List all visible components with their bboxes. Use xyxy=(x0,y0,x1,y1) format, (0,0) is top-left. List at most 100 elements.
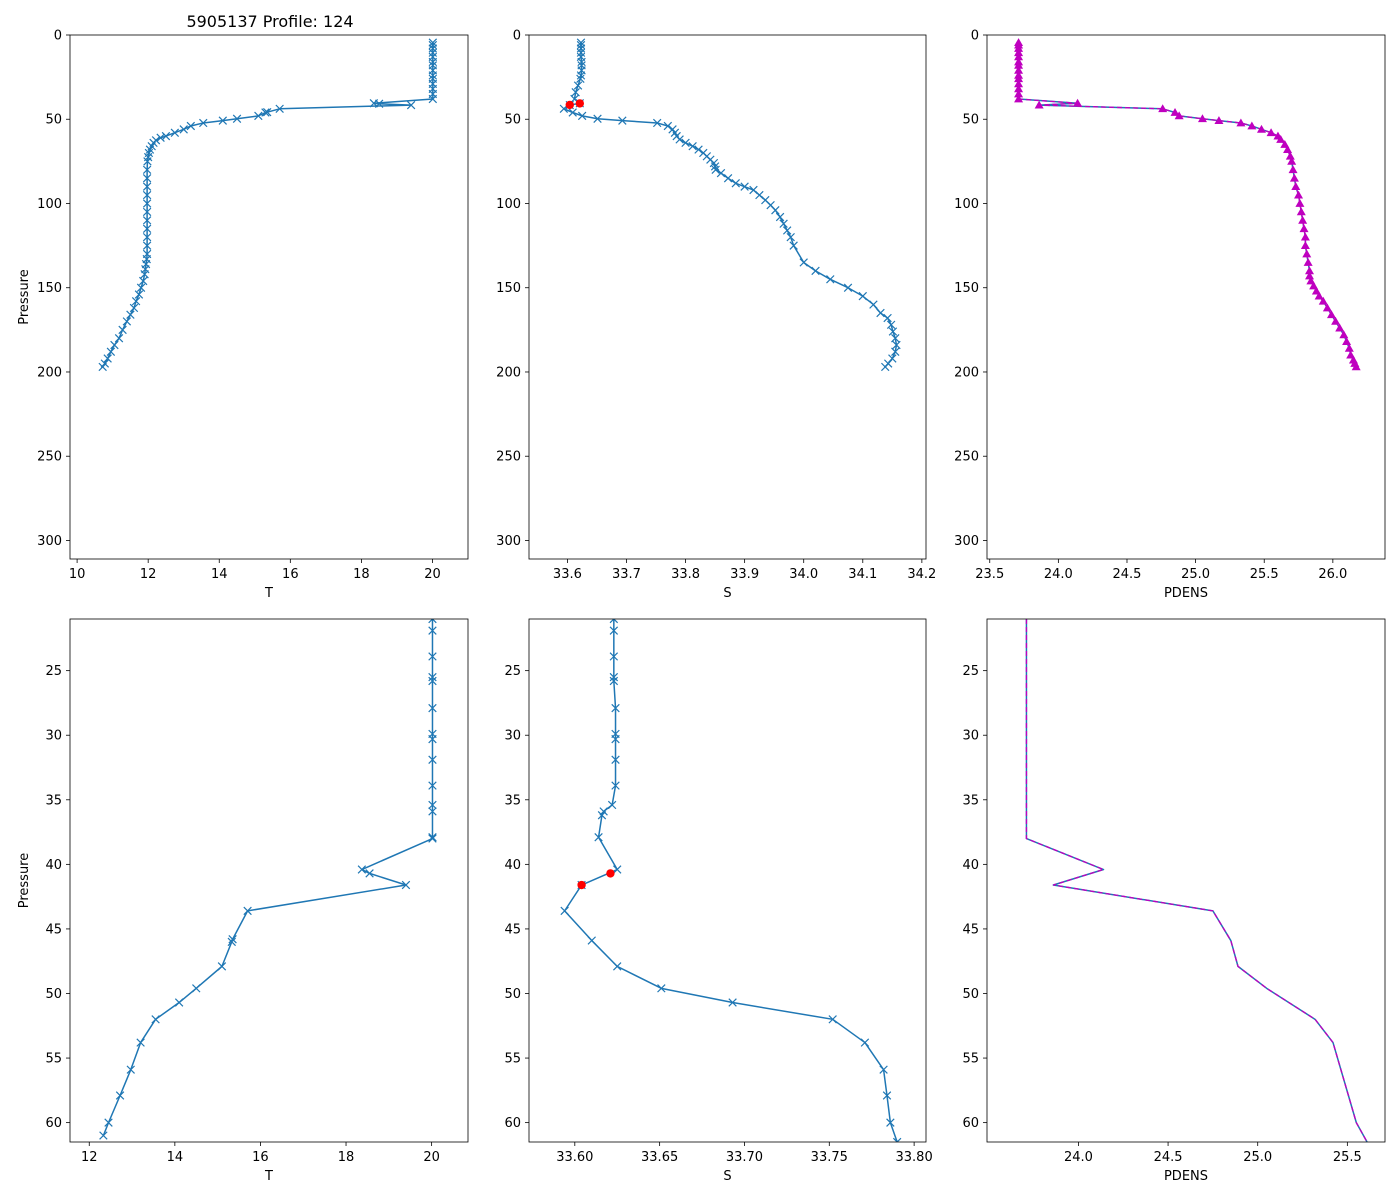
data-point-marker xyxy=(611,734,620,744)
data-point-marker xyxy=(749,185,758,195)
data-point-marker xyxy=(1170,108,1180,116)
data-point-marker xyxy=(1300,241,1310,249)
data-point-marker xyxy=(142,199,152,208)
y-axis-label: Pressure xyxy=(17,269,32,325)
data-point-marker xyxy=(609,619,619,624)
data-point-marker xyxy=(151,1015,160,1024)
data-point-marker xyxy=(1335,323,1345,332)
x-tick-label: 10 xyxy=(69,567,86,582)
data-point-marker xyxy=(1326,310,1336,319)
data-point-marker xyxy=(1305,271,1315,280)
data-point-marker xyxy=(1034,100,1044,109)
y-tick-label: 25 xyxy=(504,664,521,679)
data-point-marker xyxy=(1344,343,1354,352)
data-point-marker xyxy=(1285,151,1295,160)
data-point-marker xyxy=(1294,190,1304,199)
y-tick-label: 150 xyxy=(37,281,62,296)
data-point-marker xyxy=(663,121,673,131)
data-point-marker xyxy=(428,626,437,635)
x-axis-label: T xyxy=(264,1169,273,1184)
y-tick-label: 60 xyxy=(962,1116,979,1131)
axes-frame xyxy=(69,34,469,560)
data-point-marker xyxy=(1331,316,1341,325)
data-point-marker xyxy=(657,984,666,993)
data-point-marker xyxy=(357,865,367,874)
data-point-marker xyxy=(779,219,788,228)
data-point-marker xyxy=(1276,134,1286,143)
data-point-marker xyxy=(161,131,171,141)
data-point-marker xyxy=(573,81,583,90)
data-point-marker xyxy=(1287,156,1297,165)
data-point-marker xyxy=(142,207,152,217)
data-point-marker xyxy=(560,906,569,916)
y-tick-label: 40 xyxy=(504,858,521,873)
axes-frame xyxy=(986,34,1386,560)
data-point-marker xyxy=(694,145,703,154)
panel-bottom_PDENS: 24.0 24.5 25.0 25.5 25 30 35 40 45 50 55 60 PDENS xyxy=(962,618,1386,1184)
x-tick-label: 33.7 xyxy=(612,567,641,582)
data-point-marker xyxy=(428,44,438,53)
data-point-marker xyxy=(104,1118,113,1127)
data-point-marker xyxy=(886,1118,895,1127)
data-point-marker xyxy=(1014,94,1024,103)
data-point-marker xyxy=(103,354,112,363)
data-point-marker xyxy=(143,157,152,166)
x-tick-label: 12 xyxy=(81,1150,98,1165)
plot-area xyxy=(99,619,437,1140)
x-axis-label: PDENS xyxy=(1164,1169,1208,1184)
x-tick-label: 33.65 xyxy=(641,1150,678,1165)
data-point-marker xyxy=(136,283,146,292)
data-point-marker xyxy=(170,128,180,137)
data-point-marker xyxy=(129,303,139,313)
plot-area xyxy=(1025,619,1368,1142)
data-point-marker xyxy=(262,107,272,117)
y-tick-label: 250 xyxy=(954,450,979,465)
data-point-marker xyxy=(568,108,577,117)
y-tick-label: 0 xyxy=(513,29,521,44)
data-point-marker xyxy=(428,807,437,816)
data-point-marker xyxy=(1014,74,1024,83)
data-point-marker xyxy=(118,325,127,335)
data-point-marker xyxy=(607,800,617,810)
x-tick-label: 26.0 xyxy=(1318,567,1347,582)
x-tick-label: 33.9 xyxy=(730,567,759,582)
data-point-marker xyxy=(428,672,437,682)
x-tick-label: 25.5 xyxy=(1250,567,1279,582)
data-point-marker xyxy=(98,362,107,372)
y-tick-label: 60 xyxy=(45,1116,62,1131)
data-point-marker xyxy=(612,962,622,971)
axes-frame xyxy=(69,618,469,1143)
data-point-marker xyxy=(156,133,165,143)
data-point-marker xyxy=(728,998,737,1007)
data-point-marker xyxy=(892,1137,902,1142)
data-point-marker xyxy=(1303,257,1313,266)
data-point-marker xyxy=(365,869,374,878)
x-tick-label: 33.8 xyxy=(671,567,700,582)
panels: 10 12 14 16 18 20050100150200250300TPressure3… xyxy=(17,29,1386,1184)
figure-title: 5905137 Profile: 124 xyxy=(186,12,353,31)
x-tick-label: 12 xyxy=(140,567,157,582)
data-point-marker xyxy=(254,111,263,121)
y-tick-label: 200 xyxy=(496,365,521,380)
y-tick-label: 50 xyxy=(504,987,521,1002)
data-point-marker xyxy=(217,962,227,971)
data-point-marker xyxy=(186,121,196,131)
data-point-marker xyxy=(1014,89,1024,98)
data-point-marker xyxy=(428,71,438,80)
data-point-marker xyxy=(1014,60,1024,69)
panel-top_PDENS: 23.5 24.0 24.5 25.0 25.5 26.0 0 50 100 150 200 250 3… xyxy=(954,29,1386,601)
pdens-dashed-line xyxy=(1025,619,1368,1142)
data-point-marker xyxy=(612,865,622,874)
plot-area xyxy=(560,619,902,1142)
x-tick-label: 18 xyxy=(353,567,370,582)
data-point-marker xyxy=(1289,173,1299,182)
y-tick-label: 300 xyxy=(37,534,62,549)
flagged-point xyxy=(565,100,574,110)
x-tick-label: 33.70 xyxy=(726,1150,763,1165)
data-point-marker xyxy=(1280,140,1290,148)
data-point-marker xyxy=(782,226,792,235)
axes-frame xyxy=(528,34,927,560)
data-point-marker xyxy=(755,190,764,200)
